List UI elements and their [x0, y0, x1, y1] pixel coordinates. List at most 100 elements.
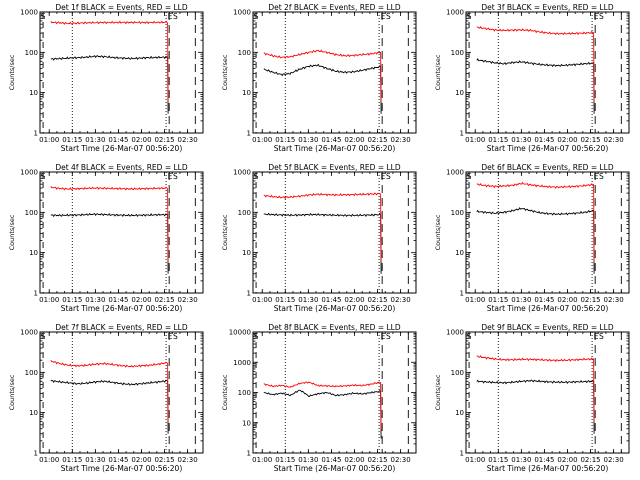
x-axis-label: Start Time (26-Mar-07 00:56:20): [61, 464, 183, 473]
plot-frame: [465, 11, 630, 134]
y-tick-label: 10: [29, 409, 38, 417]
y-tick-label: 100: [25, 209, 38, 217]
plot-frame: [252, 11, 417, 134]
x-tick-label: 01:45: [534, 296, 554, 304]
x-tick-label: 01:45: [108, 136, 128, 144]
series-line-lld: [476, 355, 595, 422]
x-tick-label: 01:00: [465, 296, 485, 304]
series-line-events: [50, 212, 169, 274]
marker-label-left: S: [41, 332, 46, 341]
chart-title: Det 5f BLACK = Events, RED = LLD: [268, 163, 401, 172]
y-tick-label: 1: [460, 130, 464, 138]
y-tick-label: 1000: [233, 169, 251, 177]
x-tick-label: 02:30: [391, 136, 411, 144]
marker-label-s: S: [173, 172, 178, 181]
x-tick-label: 02:30: [178, 456, 198, 464]
y-tick-label: 100: [451, 209, 464, 217]
x-axis-label: Start Time (26-Mar-07 00:56:20): [487, 144, 609, 153]
marker-label-e: E: [168, 332, 173, 341]
marker-label-s: S: [386, 12, 391, 21]
y-axis-label: Counts/sec: [434, 54, 442, 90]
x-tick-label: 02:00: [131, 296, 151, 304]
y-tick-label: 1000: [446, 169, 464, 177]
x-tick-label: 02:30: [604, 296, 624, 304]
series-line-lld: [263, 381, 382, 430]
x-tick-label: 02:00: [557, 456, 577, 464]
marker-label-e: E: [594, 332, 599, 341]
marker-label-left: S: [467, 172, 472, 181]
x-tick-label: 01:15: [275, 456, 295, 464]
y-tick-label: 10: [242, 419, 251, 427]
series-line-lld: [263, 49, 382, 102]
chart-panel-5: Det 5f BLACK = Events, RED = LLD 1 10 100 10…: [221, 163, 417, 313]
x-tick-label: 02:30: [604, 136, 624, 144]
marker-label-e: E: [381, 12, 386, 21]
x-tick-label: 02:00: [557, 296, 577, 304]
x-axis-label: Start Time (26-Mar-07 00:56:20): [487, 304, 609, 313]
chart-title: Det 7f BLACK = Events, RED = LLD: [55, 323, 188, 332]
chart-title: Det 2f BLACK = Events, RED = LLD: [268, 3, 401, 12]
x-tick-label: 01:45: [108, 296, 128, 304]
x-tick-label: 01:30: [511, 136, 531, 144]
marker-label-e: E: [381, 172, 386, 181]
chart-panel-4: Det 4f BLACK = Events, RED = LLD 1 10 100 10…: [8, 163, 204, 313]
y-tick-label: 100: [25, 369, 38, 377]
x-tick-label: 02:15: [580, 296, 600, 304]
chart-title: Det 3f BLACK = Events, RED = LLD: [481, 3, 614, 12]
x-tick-label: 01:15: [488, 456, 508, 464]
y-tick-label: 1000: [20, 169, 38, 177]
chart-panel-3: Det 3f BLACK = Events, RED = LLD 1 10 100 10…: [434, 3, 630, 153]
marker-label-s: S: [599, 332, 604, 341]
y-axis-label: Counts/sec: [221, 374, 229, 410]
marker-label-s: S: [599, 172, 604, 181]
y-tick-label: 10000: [229, 329, 251, 337]
y-tick-label: 1: [34, 130, 38, 138]
y-tick-label: 10: [455, 89, 464, 97]
chart-title: Det 6f BLACK = Events, RED = LLD: [481, 163, 614, 172]
marker-label-left: S: [467, 12, 472, 21]
x-tick-label: 01:15: [275, 136, 295, 144]
chart-panel-9: Det 9f BLACK = Events, RED = LLD 1 10 100 10…: [434, 323, 630, 473]
x-tick-label: 02:15: [367, 296, 387, 304]
y-tick-label: 100: [238, 49, 251, 57]
series-line-events: [50, 379, 169, 434]
x-tick-label: 02:30: [178, 136, 198, 144]
x-tick-label: 01:00: [252, 456, 272, 464]
x-tick-label: 01:00: [252, 136, 272, 144]
y-tick-label: 100: [451, 369, 464, 377]
y-tick-label: 10: [242, 89, 251, 97]
y-tick-label: 1000: [233, 9, 251, 17]
plot-frame: [465, 171, 630, 294]
x-tick-label: 01:00: [465, 456, 485, 464]
x-axis-label: Start Time (26-Mar-07 00:56:20): [274, 304, 396, 313]
x-tick-label: 01:00: [252, 296, 272, 304]
chart-title: Det 8f BLACK = Events, RED = LLD: [268, 323, 401, 332]
y-tick-label: 1: [247, 130, 251, 138]
chart-title: Det 4f BLACK = Events, RED = LLD: [55, 163, 188, 172]
x-tick-label: 02:00: [344, 456, 364, 464]
x-axis-label: Start Time (26-Mar-07 00:56:20): [274, 464, 396, 473]
series-line-lld: [263, 192, 382, 262]
series-line-lld: [476, 25, 595, 102]
y-tick-label: 10: [29, 89, 38, 97]
x-tick-label: 01:00: [39, 136, 59, 144]
x-tick-label: 01:15: [275, 296, 295, 304]
y-tick-label: 1000: [446, 329, 464, 337]
x-axis-label: Start Time (26-Mar-07 00:56:20): [61, 144, 183, 153]
chart-panel-8: Det 8f BLACK = Events, RED = LLD 1 10 100 10…: [221, 323, 417, 473]
x-tick-label: 01:30: [85, 296, 105, 304]
x-tick-label: 02:15: [367, 136, 387, 144]
x-axis-label: Start Time (26-Mar-07 00:56:20): [274, 144, 396, 153]
x-tick-label: 02:15: [367, 456, 387, 464]
y-axis-label: Counts/sec: [434, 374, 442, 410]
y-tick-label: 10: [242, 249, 251, 257]
x-tick-label: 01:00: [465, 136, 485, 144]
chart-panel-6: Det 6f BLACK = Events, RED = LLD 1 10 100 10…: [434, 163, 630, 313]
marker-label-left: S: [254, 332, 259, 341]
x-tick-label: 02:30: [178, 296, 198, 304]
x-tick-label: 02:00: [344, 136, 364, 144]
y-axis-label: Counts/sec: [8, 374, 16, 410]
x-tick-label: 02:00: [131, 456, 151, 464]
marker-label-e: E: [594, 12, 599, 21]
